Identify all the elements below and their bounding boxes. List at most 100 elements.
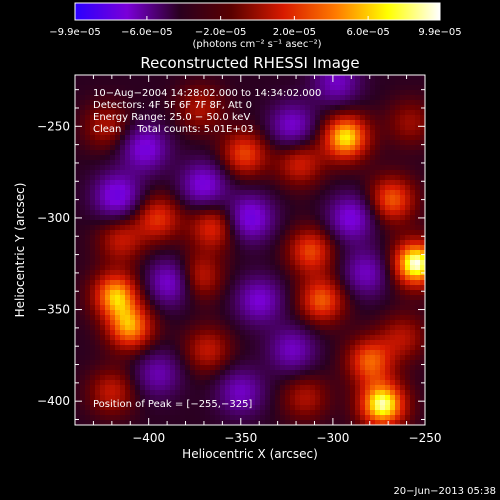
heatmap-cell xyxy=(105,365,111,371)
heatmap-cell xyxy=(345,340,351,346)
heatmap-cell xyxy=(355,205,361,211)
heatmap-cell xyxy=(265,175,271,181)
heatmap-cell xyxy=(225,125,231,131)
heatmap-cell xyxy=(270,125,276,131)
heatmap-cell xyxy=(270,170,276,176)
heatmap-cell xyxy=(230,165,236,171)
heatmap-cell xyxy=(260,405,266,411)
heatmap-cell xyxy=(355,125,361,131)
heatmap-cell xyxy=(275,370,281,376)
heatmap-cell xyxy=(170,90,176,96)
heatmap-cell xyxy=(230,360,236,366)
heatmap-cell xyxy=(275,190,281,196)
heatmap-cell xyxy=(340,245,346,251)
heatmap-cell xyxy=(245,200,251,206)
heatmap-cell xyxy=(395,100,401,106)
heatmap-cell xyxy=(330,120,336,126)
heatmap-cell xyxy=(190,335,196,341)
heatmap-cell xyxy=(105,180,111,186)
heatmap-cell xyxy=(170,375,176,381)
heatmap-cell xyxy=(420,125,425,131)
heatmap-cell xyxy=(285,110,291,116)
heatmap-cell xyxy=(315,355,321,361)
heatmap-cell xyxy=(80,205,86,211)
heatmap-cell xyxy=(255,215,261,221)
heatmap-cell xyxy=(340,210,346,216)
heatmap-cell xyxy=(340,80,346,86)
heatmap-cell xyxy=(375,155,381,161)
heatmap-cell xyxy=(235,205,241,211)
heatmap-cell xyxy=(295,270,301,276)
heatmap-cell xyxy=(335,340,341,346)
heatmap-cell xyxy=(120,300,126,306)
heatmap-cell xyxy=(405,360,411,366)
heatmap-cell xyxy=(320,205,326,211)
heatmap-cell xyxy=(270,105,276,111)
heatmap-cell xyxy=(220,355,226,361)
heatmap-cell xyxy=(350,280,356,286)
heatmap-cell xyxy=(160,300,166,306)
heatmap-cell xyxy=(85,295,91,301)
heatmap-cell xyxy=(155,80,161,86)
heatmap-cell xyxy=(395,260,401,266)
heatmap-cell xyxy=(280,385,286,391)
heatmap-cell xyxy=(395,290,401,296)
heatmap-cell xyxy=(95,125,101,131)
heatmap-cell xyxy=(210,90,216,96)
heatmap-cell xyxy=(385,415,391,421)
heatmap-cell xyxy=(250,295,256,301)
heatmap-cell xyxy=(225,345,231,351)
heatmap-cell xyxy=(400,240,406,246)
heatmap-cell xyxy=(270,220,276,226)
heatmap-cell xyxy=(330,240,336,246)
heatmap-cell xyxy=(150,400,156,406)
heatmap-cell xyxy=(175,325,181,331)
heatmap-cell xyxy=(360,265,366,271)
heatmap-cell xyxy=(290,405,296,411)
heatmap-cell xyxy=(355,190,361,196)
heatmap-cell xyxy=(420,140,425,146)
heatmap-cell xyxy=(290,260,296,266)
heatmap-cell xyxy=(340,325,346,331)
heatmap-cell xyxy=(75,135,81,141)
heatmap-cell xyxy=(135,205,141,211)
heatmap-cell xyxy=(310,395,316,401)
heatmap-cell xyxy=(140,180,146,186)
heatmap-cell xyxy=(225,305,231,311)
heatmap-cell xyxy=(175,80,181,86)
heatmap-cell xyxy=(205,75,211,81)
heatmap-cell xyxy=(335,370,341,376)
heatmap-cell xyxy=(350,275,356,281)
heatmap-cell xyxy=(315,375,321,381)
heatmap-cell xyxy=(405,135,411,141)
heatmap-cell xyxy=(115,290,121,296)
heatmap-cell xyxy=(125,140,131,146)
heatmap-cell xyxy=(270,295,276,301)
heatmap-cell xyxy=(355,115,361,121)
heatmap-cell xyxy=(250,230,256,236)
heatmap-cell xyxy=(390,395,396,401)
heatmap-cell xyxy=(350,125,356,131)
heatmap-cell xyxy=(100,185,106,191)
heatmap-cell xyxy=(420,185,425,191)
heatmap-cell xyxy=(365,375,371,381)
heatmap-cell xyxy=(365,185,371,191)
heatmap-cell xyxy=(390,110,396,116)
heatmap-cell xyxy=(80,110,86,116)
heatmap-cell xyxy=(270,150,276,156)
heatmap-cell xyxy=(80,320,86,326)
heatmap-cell xyxy=(300,415,306,421)
heatmap-cell xyxy=(155,395,161,401)
heatmap-cell xyxy=(300,365,306,371)
heatmap-cell xyxy=(285,180,291,186)
heatmap-cell xyxy=(410,125,416,131)
heatmap-cell xyxy=(365,390,371,396)
heatmap-cell xyxy=(100,375,106,381)
heatmap-cell xyxy=(145,315,151,321)
heatmap-cell xyxy=(250,130,256,136)
heatmap-cell xyxy=(170,155,176,161)
heatmap-cell xyxy=(355,290,361,296)
heatmap-cell xyxy=(255,185,261,191)
heatmap-cell xyxy=(290,345,296,351)
heatmap-cell xyxy=(400,110,406,116)
